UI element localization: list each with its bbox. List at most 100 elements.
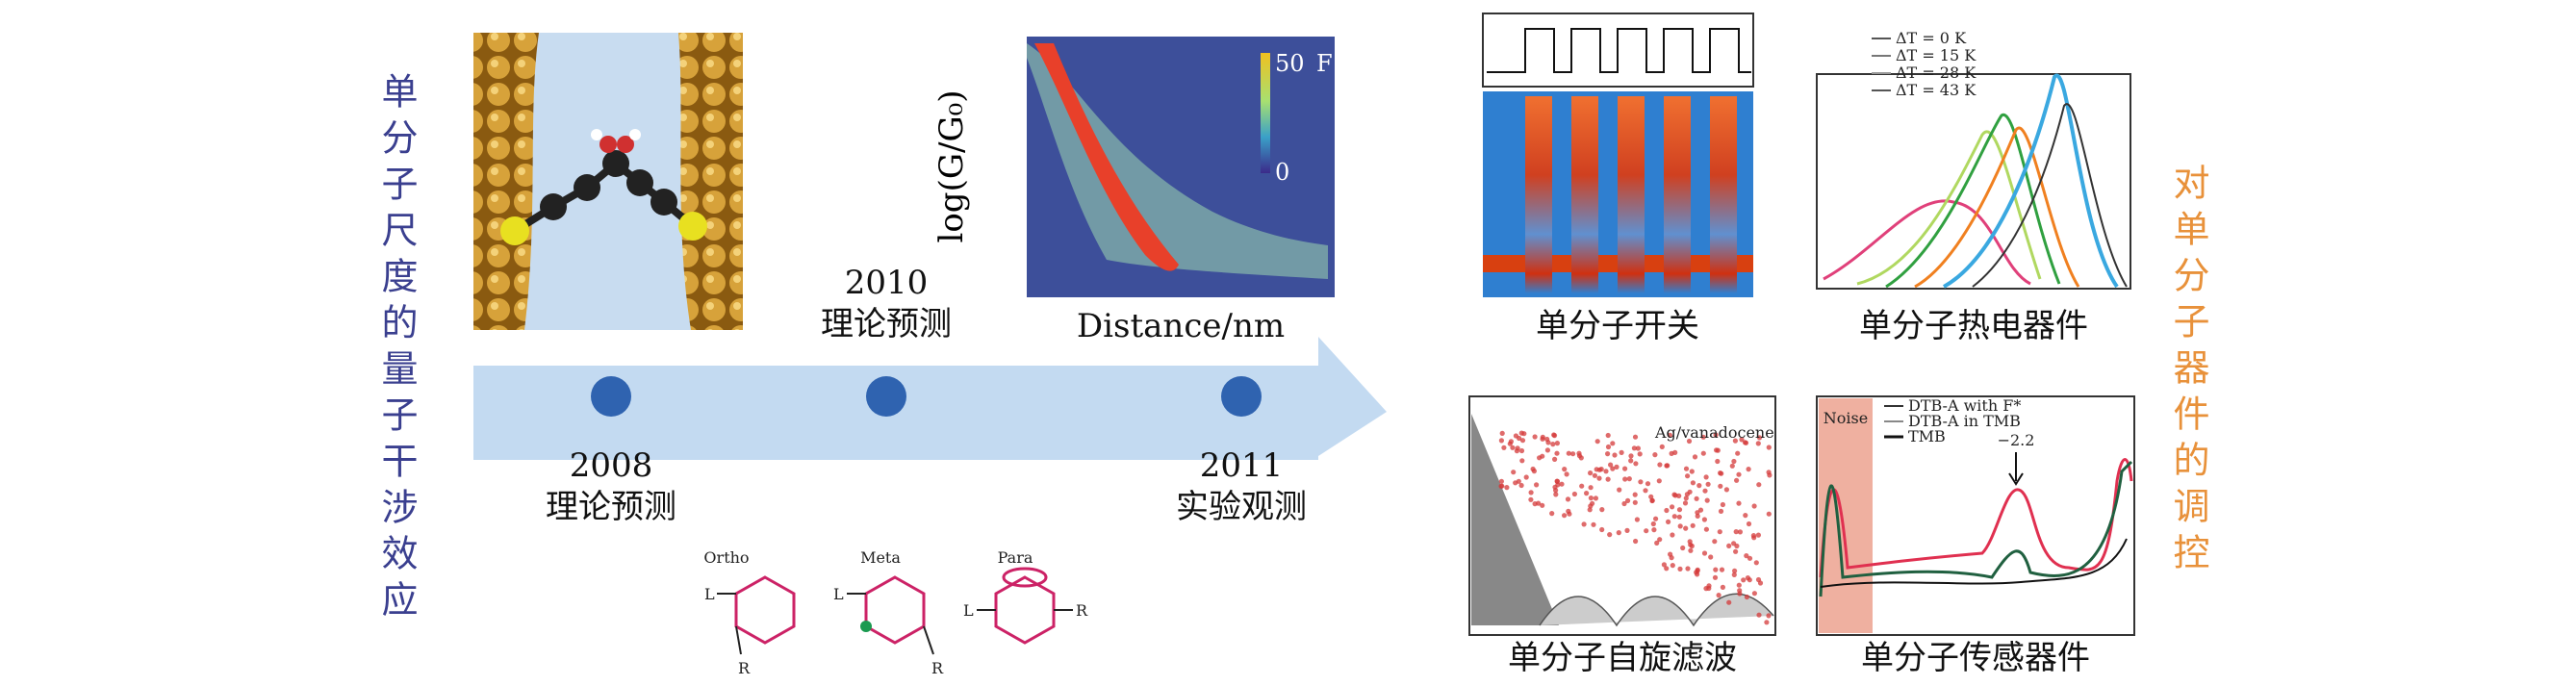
scatter-dot (1648, 494, 1654, 499)
scatter-dot (1652, 452, 1658, 458)
scatter-dot (1515, 445, 1520, 451)
scatter-dot (1517, 435, 1522, 442)
scatter-dot (1723, 487, 1729, 493)
scatter-dot (1692, 454, 1698, 460)
panel-caption: 单分子开关 (1536, 307, 1699, 345)
scatter-dot (1680, 545, 1686, 551)
scatter-dot (1701, 517, 1707, 522)
scatter-dot (1683, 525, 1689, 531)
scatter-dot (1564, 471, 1569, 477)
switch-panel (1482, 13, 1754, 297)
scatter-dot (1504, 485, 1510, 491)
scatter-dot (1617, 487, 1622, 493)
scatter-dot (1657, 537, 1663, 543)
scatter-dot (1683, 466, 1690, 471)
group-l: L (704, 585, 715, 603)
scatter-dot (1695, 513, 1700, 520)
scatter-dot (1608, 462, 1614, 468)
scatter-dot (1697, 507, 1704, 513)
scatter-dot (1744, 594, 1749, 600)
group-l: L (963, 601, 974, 620)
scatter-dot (1670, 504, 1675, 510)
scatter-dot (1715, 458, 1721, 465)
scatter-dot (1729, 463, 1735, 469)
scatter-dot (1619, 449, 1624, 455)
scatter-dot (1734, 543, 1740, 549)
scatter-dot (1690, 480, 1696, 486)
scatter-dot (1645, 481, 1651, 487)
meta-site (860, 621, 872, 632)
group-l: L (833, 585, 844, 603)
scatter-dot (1733, 548, 1739, 554)
colorbar-max: 50 (1275, 50, 1305, 77)
scatter-dot (1567, 511, 1572, 517)
scatter-dot (1732, 568, 1738, 573)
scatter-dot (1570, 451, 1576, 457)
scatter-dot (1653, 516, 1659, 521)
scatter-dot (1612, 452, 1618, 458)
scatter-dot (1764, 620, 1770, 625)
scatter-dot (1519, 438, 1526, 444)
scatter-dot (1695, 510, 1700, 516)
scatter-dot (1700, 450, 1706, 456)
scatter-dot (1677, 566, 1683, 572)
thermo-panel (1816, 38, 2131, 290)
scatter-dot (1718, 483, 1723, 489)
scatter-dot (1703, 526, 1709, 532)
scatter-dot (1741, 577, 1747, 583)
scatter-dot (1599, 526, 1605, 533)
scatter-dot (1581, 521, 1587, 527)
scatter-dot (1614, 464, 1620, 470)
y-axis-label: log(G/G₀) (932, 89, 971, 242)
scatter-dot (1553, 492, 1559, 497)
scatter-dot (1688, 542, 1694, 547)
scatter-dot (1676, 514, 1682, 520)
timeline-label: 理论预测 (821, 305, 952, 343)
scatter-dot (1695, 572, 1700, 577)
legend-entry: TMB (1908, 427, 1946, 445)
scatter-dot (1554, 441, 1560, 446)
scatter-dot (1688, 547, 1694, 553)
scatter-dot (1622, 476, 1628, 482)
timeline-label: 实验观测 (1176, 488, 1307, 526)
scatter-dot (1592, 472, 1597, 478)
scatter-dot (1625, 497, 1631, 504)
scatter-dot (1753, 560, 1759, 566)
scatter-dot (1739, 437, 1745, 443)
legend-entry: ΔT = 28 K (1896, 64, 1977, 82)
scatter-dot (1755, 441, 1761, 446)
scatter-dot (1588, 495, 1594, 501)
scatter-dot (1628, 453, 1634, 459)
scatter-dot (1635, 445, 1641, 451)
scatter-dot (1552, 456, 1558, 462)
timeline-dot (866, 376, 906, 417)
scatter-dot (1550, 442, 1556, 447)
scatter-dot (1552, 484, 1558, 490)
scatter-dot (1719, 567, 1725, 572)
timeline-dot (591, 376, 631, 417)
peak-annotation: −2.2 (1998, 431, 2035, 449)
ortho-label: Ortho (703, 548, 749, 567)
scatter-dot (1510, 445, 1516, 450)
scatter-dot (1654, 540, 1660, 546)
panel-caption: 单分子传感器件 (1861, 639, 2090, 677)
scatter-dot (1737, 529, 1743, 535)
scatter-dot (1701, 550, 1708, 556)
scatter-dot (1708, 554, 1714, 560)
scatter-dot (1621, 500, 1627, 507)
scatter-dot (1664, 507, 1670, 514)
scatter-dot (1599, 507, 1605, 513)
scatter-dot (1717, 529, 1722, 535)
scatter-dot (1676, 507, 1683, 513)
scatter-dot (1689, 469, 1695, 474)
panel-caption: 单分子自旋滤波 (1508, 639, 1737, 677)
scatter-dot (1501, 445, 1507, 450)
scatter-dot (1537, 455, 1543, 461)
scatter-dot (1562, 513, 1568, 519)
scatter-dot (1554, 478, 1560, 484)
scatter-dot (1696, 483, 1702, 489)
timeline-year: 2011 (1200, 446, 1284, 485)
scatter-dot (1670, 563, 1675, 569)
scatter-dot (1656, 478, 1662, 484)
